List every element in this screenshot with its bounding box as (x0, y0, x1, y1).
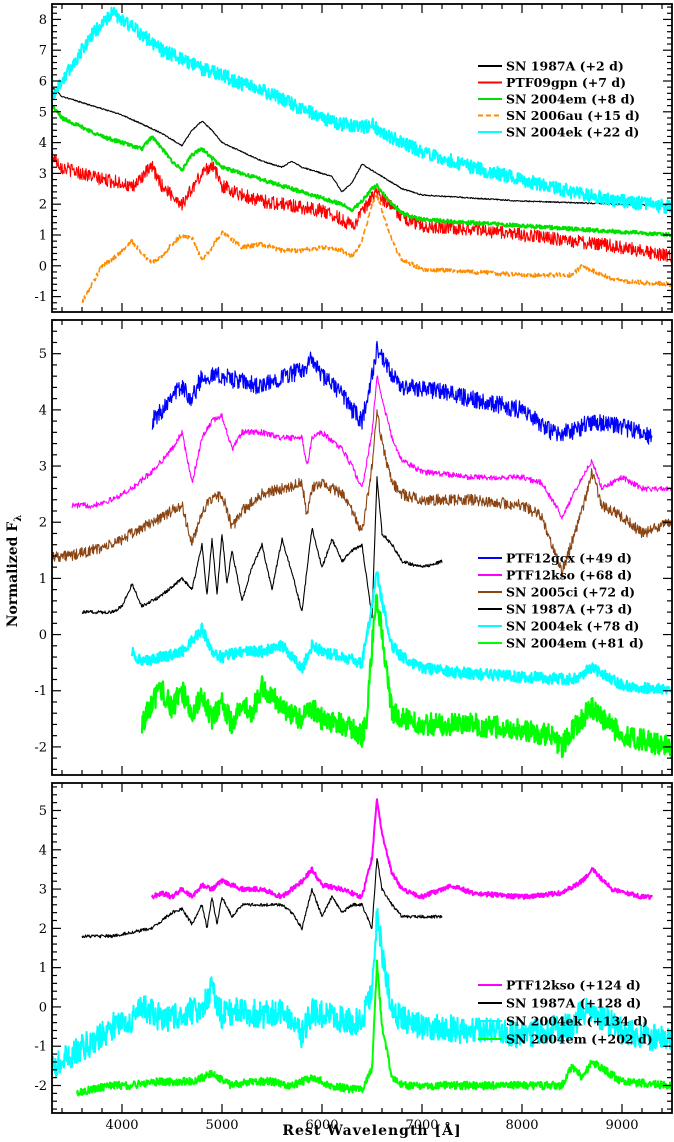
legend-label: PTF12gcx (+49 d) (506, 551, 632, 566)
spectrum-line-sn-2004em-202-d (76, 959, 672, 1097)
plot-frame (51, 3, 673, 313)
spectrum-line-sn-2004ek-78-d (130, 571, 672, 695)
y-tick-label: 3 (39, 460, 47, 475)
legend-label: SN 2004em (+202 d) (506, 1032, 653, 1047)
legend-label: SN 1987A (+2 d) (506, 59, 624, 74)
spectrum-line-ptf09gpn-7-d (52, 152, 672, 264)
legend: PTF12gcx (+49 d) PTF12kso (+68 d) SN 2005c… (478, 551, 644, 651)
spectrum-line-sn-2004em-81-d (140, 593, 672, 759)
y-tick-label: 3 (39, 167, 47, 182)
x-tick-label: 9000 (605, 1118, 638, 1133)
y-tick-label: 1 (39, 229, 47, 244)
legend-label: SN 2004ek (+22 d) (506, 125, 639, 140)
spectrum-line-ptf12kso-68-d (71, 375, 672, 520)
spectrum-line-sn-2004em-8-d (52, 104, 672, 238)
y-tick-label: 2 (39, 516, 47, 531)
legend-label: SN 2006au (+15 d) (506, 108, 640, 123)
y-tick-label: 6 (39, 75, 47, 90)
y-tick-label: 0 (39, 628, 47, 643)
x-axis-title: Rest Wavelength [Å] (282, 1121, 461, 1139)
y-tick-label: 8 (39, 13, 47, 28)
legend-label: SN 2004ek (+134 d) (506, 1014, 648, 1029)
y-tick-label: 2 (39, 922, 47, 937)
legend-label: PTF12kso (+124 d) (506, 978, 641, 993)
panel-top: -1 0 1 2 3 4 5 6 7 8 SN 1987A (+2 d)PTF09gpn (+7 d… (34, 3, 673, 313)
legend-label: SN 2004em (+81 d) (506, 636, 644, 651)
y-tick-label: 5 (39, 347, 47, 362)
y-tick-label: 4 (39, 136, 47, 151)
spectrum-line-sn-2006au-15-d (81, 193, 672, 303)
y-tick-label: 5 (39, 105, 47, 120)
y-tick-label: -1 (34, 290, 47, 305)
y-axis-title-main: Normalized F (5, 522, 21, 628)
legend: PTF12kso (+124 d) SN 1987A (+128 d) SN 200… (478, 978, 653, 1047)
spectra-lines (52, 798, 672, 1097)
spectrum-line-sn-1987a-73-d (81, 476, 443, 619)
spectrum-line-sn-1987a-128-d (81, 857, 443, 939)
y-tick-label: 5 (39, 804, 47, 819)
y-tick-label: 3 (39, 883, 47, 898)
y-axis-title-subscript: λ (13, 515, 24, 522)
y-tick-label: 7 (39, 44, 47, 59)
legend: SN 1987A (+2 d)PTF09gpn (+7 d) SN 2004em … (478, 59, 640, 140)
y-tick-label: 1 (39, 961, 47, 976)
legend-label: SN 2005ci (+72 d) (506, 585, 635, 600)
y-axis-title: Normalized Fλ (5, 515, 24, 628)
legend-label: SN 2004em (+8 d) (506, 92, 635, 107)
y-tick-label: 4 (39, 843, 47, 858)
spectrum-line-sn-2004ek-134-d (52, 907, 672, 1079)
x-tick-label: 6000 (305, 1118, 338, 1133)
y-tick-label: -2 (34, 740, 47, 755)
y-tick-label: -1 (34, 684, 47, 699)
x-tick-label: 8000 (505, 1118, 538, 1133)
panel-bottom: 4000 5000 6000 7000 8000 9000 -2 -1 0 1 2 3 4 5 PTF12k… (34, 782, 673, 1133)
x-tick-label: 5000 (205, 1118, 238, 1133)
legend-label: SN 1987A (+73 d) (506, 602, 632, 617)
y-tick-label: 1 (39, 572, 47, 587)
legend-label: SN 1987A (+128 d) (506, 996, 641, 1011)
y-tick-label: 4 (39, 403, 47, 418)
spectra-lines (52, 6, 672, 303)
panel-middle: -2 -1 0 1 2 3 4 5 PTF12gcx (+49 d) PTF12kso (+68 … (34, 319, 673, 776)
x-tick-label: 7000 (405, 1118, 438, 1133)
y-tick-label: 2 (39, 198, 47, 213)
spectrum-line-sn-2004ek-22-d (52, 6, 672, 215)
legend-label: PTF09gpn (+7 d) (506, 75, 626, 90)
y-tick-label: -1 (34, 1040, 47, 1055)
x-tick-label: 4000 (105, 1118, 138, 1133)
spectrum-line-sn-1987a-2-d (52, 86, 672, 207)
spectrum-line-sn-2005ci-72-d (52, 409, 672, 579)
legend-label: SN 2004ek (+78 d) (506, 619, 639, 634)
y-tick-label: -2 (34, 1079, 47, 1094)
legend-label: PTF12kso (+68 d) (506, 568, 632, 583)
plot-frame (51, 782, 673, 1114)
spectrum-line-ptf12gcx-49-d (151, 340, 653, 445)
spectra-lines (52, 340, 672, 759)
y-tick-label: 0 (39, 1000, 47, 1015)
spectrum-line-ptf12kso-124-d (151, 798, 653, 901)
y-tick-label: 0 (39, 259, 47, 274)
